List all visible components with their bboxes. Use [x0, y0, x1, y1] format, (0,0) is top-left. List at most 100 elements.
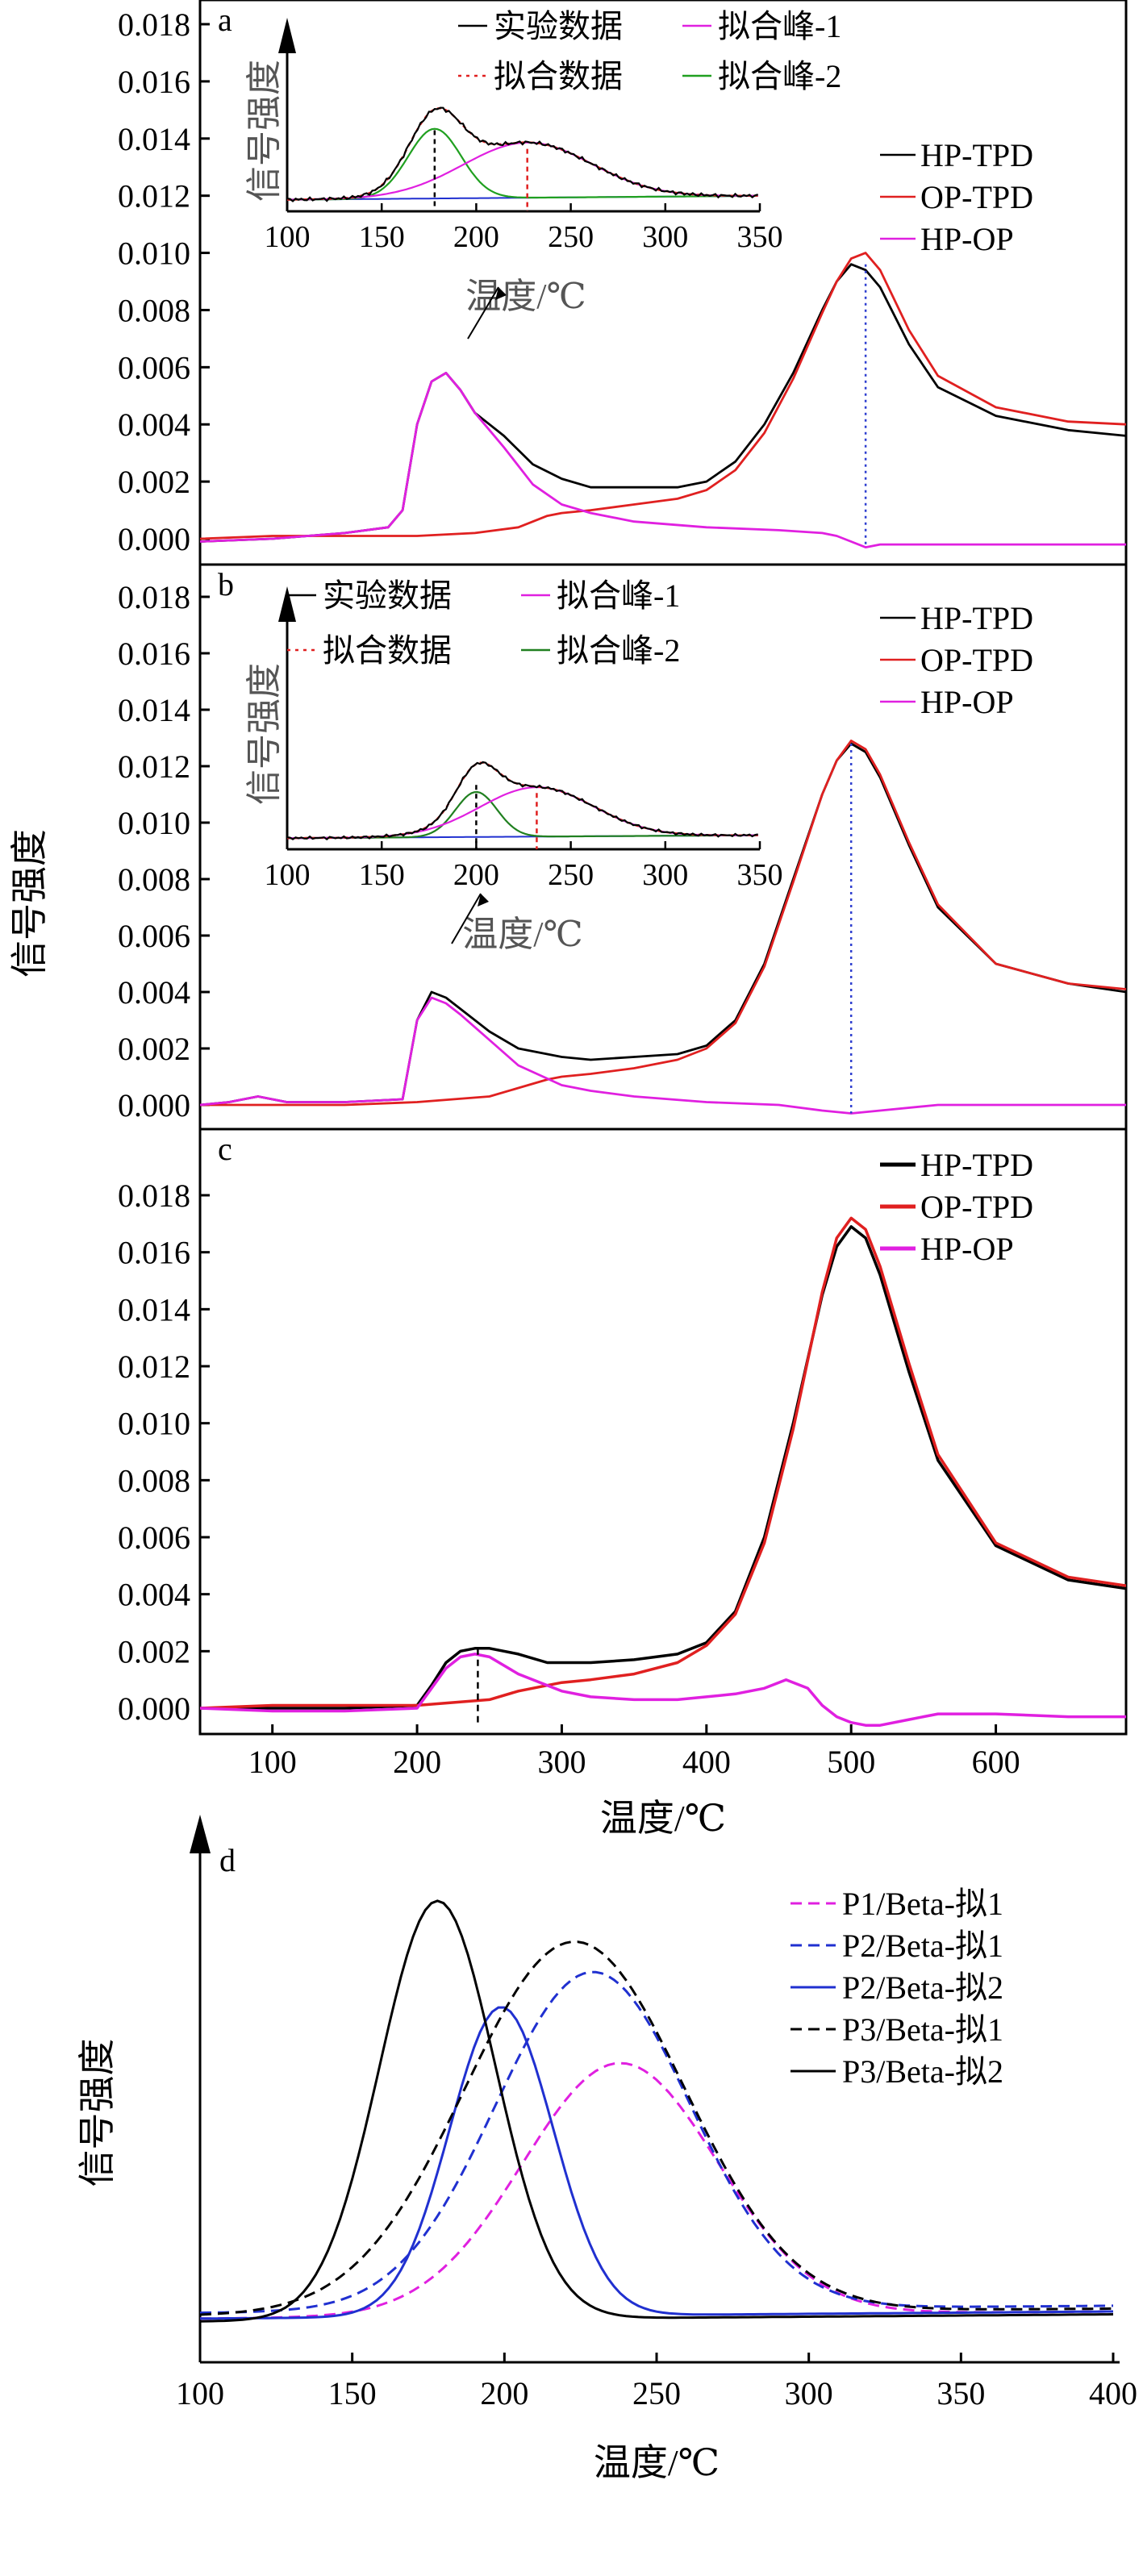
x-tick-label: 200 — [393, 1744, 441, 1780]
y-tick-label: 0.010 — [118, 1406, 190, 1442]
y-axis-title: 信号强度 — [77, 2039, 118, 2187]
y-tick-label: 0.016 — [118, 64, 190, 100]
y-tick-label: 0.004 — [118, 974, 190, 1011]
inset-x-tick-label: 150 — [359, 220, 405, 254]
shared-y-axis-title: 信号强度 — [9, 829, 50, 977]
inset-fit-data — [287, 106, 758, 201]
legend-label: HP-OP — [920, 221, 1014, 257]
y-tick-label: 0.014 — [118, 1291, 190, 1328]
x-tick-label: 100 — [248, 1744, 297, 1780]
x-tick-label: 250 — [632, 2375, 681, 2411]
inset-y-axis-title: 信号强度 — [244, 60, 284, 202]
legend-label: OP-TPD — [920, 179, 1033, 215]
inset-y-axis-arrow — [278, 18, 296, 53]
legend-label: HP-OP — [920, 684, 1014, 720]
inset-experimental-data — [286, 106, 758, 202]
panel-c: 0.018 0.016 0.014 0.012 0.010 0.008 0.006 0.004… — [118, 1128, 1128, 1839]
panel-label: c — [218, 1131, 232, 1167]
legend-label: P2/Beta-拟2 — [842, 1970, 1003, 2006]
y-tick-label: 0.008 — [118, 861, 190, 898]
inset-x-tick-label: 200 — [453, 858, 499, 892]
series-line-hp-op — [200, 372, 1126, 548]
series-line-op-tpd — [200, 740, 1126, 1107]
y-tick-label: 0.010 — [118, 236, 190, 272]
inset-y-axis-arrow — [278, 586, 296, 622]
legend-label: HP-TPD — [920, 137, 1033, 173]
x-axis-title: 温度/℃ — [594, 2442, 720, 2483]
inset-legend-label: 实验数据 — [323, 577, 452, 614]
y-tick-label: 0.012 — [118, 178, 190, 215]
y-tick-label: 0.014 — [118, 121, 190, 157]
panel-label: a — [218, 2, 232, 38]
inset-fit-peak-1 — [287, 141, 758, 201]
y-tick-label: 0.014 — [118, 692, 190, 728]
inset-x-tick-label: 100 — [265, 220, 311, 254]
x-tick-label: 400 — [1089, 2375, 1137, 2411]
y-tick-label: 0.000 — [118, 1087, 190, 1123]
y-tick-label: 0.006 — [118, 1519, 190, 1556]
inset-x-tick-label: 150 — [359, 858, 405, 892]
x-tick-label: 100 — [176, 2375, 224, 2411]
series-line-hp-tpd — [200, 1225, 1126, 1710]
inset-legend-label: 实验数据 — [494, 8, 623, 44]
y-tick-label: 0.006 — [118, 349, 190, 386]
inset-pointer-arrowhead — [495, 287, 507, 300]
plot-frame-a — [198, 0, 1128, 566]
y-tick-label: 0.006 — [118, 918, 190, 954]
legend-label: P3/Beta-拟1 — [842, 2011, 1003, 2048]
series-line-op-tpd — [200, 252, 1126, 540]
y-tick-label: 0.008 — [118, 292, 190, 328]
inset-pointer-arrowhead — [478, 894, 489, 907]
y-tick-label: 0.016 — [118, 1235, 190, 1271]
panel-d: d 100 150 200 250 300 350 400 温度/℃ 信号强度 P1/Beta-拟1… — [77, 1815, 1137, 2483]
series-line-d — [199, 1970, 1114, 2315]
x-tick-label: 300 — [785, 2375, 833, 2411]
inset-pointer-arrow — [451, 893, 482, 944]
x-tick-label: 400 — [682, 1744, 731, 1780]
inset-x-tick-label: 300 — [642, 220, 688, 254]
inset-x-tick-label: 100 — [265, 858, 311, 892]
panels-layer: 0.018 0.016 0.014 0.012 0.010 0.008 0.006 0.004… — [77, 0, 1137, 2483]
y-axis-arrow-d — [190, 1815, 211, 1853]
inset-y-axis-title: 信号强度 — [244, 663, 284, 805]
inset-x-tick-label: 350 — [737, 858, 783, 892]
y-tick-label: 0.012 — [118, 748, 190, 785]
inset-x-tick-label: 200 — [453, 220, 499, 254]
x-tick-label: 200 — [480, 2375, 528, 2411]
series-line-d — [200, 2006, 1113, 2320]
inset-fit-data — [287, 761, 758, 840]
legend-label: P2/Beta-拟1 — [842, 1928, 1003, 1964]
legend-label: HP-TPD — [920, 1147, 1033, 1183]
y-tick-label: 0.004 — [118, 1577, 190, 1613]
inset-legend-label: 拟合峰-1 — [557, 577, 680, 614]
x-tick-label: 600 — [972, 1744, 1020, 1780]
y-tick-label: 0.018 — [118, 1178, 190, 1214]
inset-x-tick-label: 300 — [642, 858, 688, 892]
legend-label: P3/Beta-拟2 — [842, 2053, 1003, 2090]
x-tick-label: 300 — [537, 1744, 586, 1780]
y-tick-label: 0.004 — [118, 406, 190, 443]
x-tick-label: 350 — [937, 2375, 985, 2411]
y-tick-label: 0.008 — [118, 1462, 190, 1498]
inset-fit-peak-2 — [287, 127, 758, 201]
y-tick-label: 0.010 — [118, 805, 190, 841]
inset-experimental-data — [286, 761, 758, 840]
y-tick-label: 0.002 — [118, 464, 190, 500]
x-axis-title: 温度/℃ — [600, 1798, 726, 1839]
inset-x-tick-label: 350 — [737, 220, 783, 254]
legend-label: OP-TPD — [920, 1189, 1033, 1225]
legend-label: OP-TPD — [920, 642, 1033, 678]
inset-x-tick-label: 250 — [548, 220, 594, 254]
y-tick-label: 0.002 — [118, 1633, 190, 1669]
inset-x-axis-title: 温度/℃ — [465, 277, 586, 316]
inset-legend-label: 拟合峰-2 — [557, 632, 680, 669]
y-tick-label: 0.000 — [118, 521, 190, 557]
y-tick-label: 0.018 — [118, 6, 190, 43]
inset-legend-label: 拟合峰-2 — [718, 58, 841, 94]
inset-legend-label: 拟合数据 — [494, 58, 623, 94]
panel-b: 0.018 0.016 0.014 0.012 0.010 0.008 0.006 0.004… — [118, 563, 1128, 1131]
panel-label: b — [218, 566, 234, 602]
